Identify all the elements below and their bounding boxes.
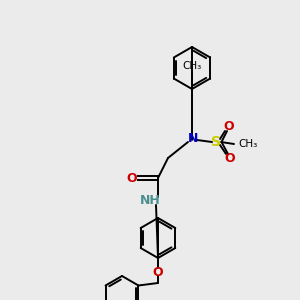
Text: NH: NH xyxy=(140,194,160,206)
Text: O: O xyxy=(225,152,235,166)
Text: O: O xyxy=(153,266,163,278)
Text: CH₃: CH₃ xyxy=(182,61,202,71)
Text: S: S xyxy=(211,135,221,149)
Text: O: O xyxy=(224,119,234,133)
Text: N: N xyxy=(188,131,198,145)
Text: CH₃: CH₃ xyxy=(238,139,257,149)
Text: O: O xyxy=(127,172,137,184)
